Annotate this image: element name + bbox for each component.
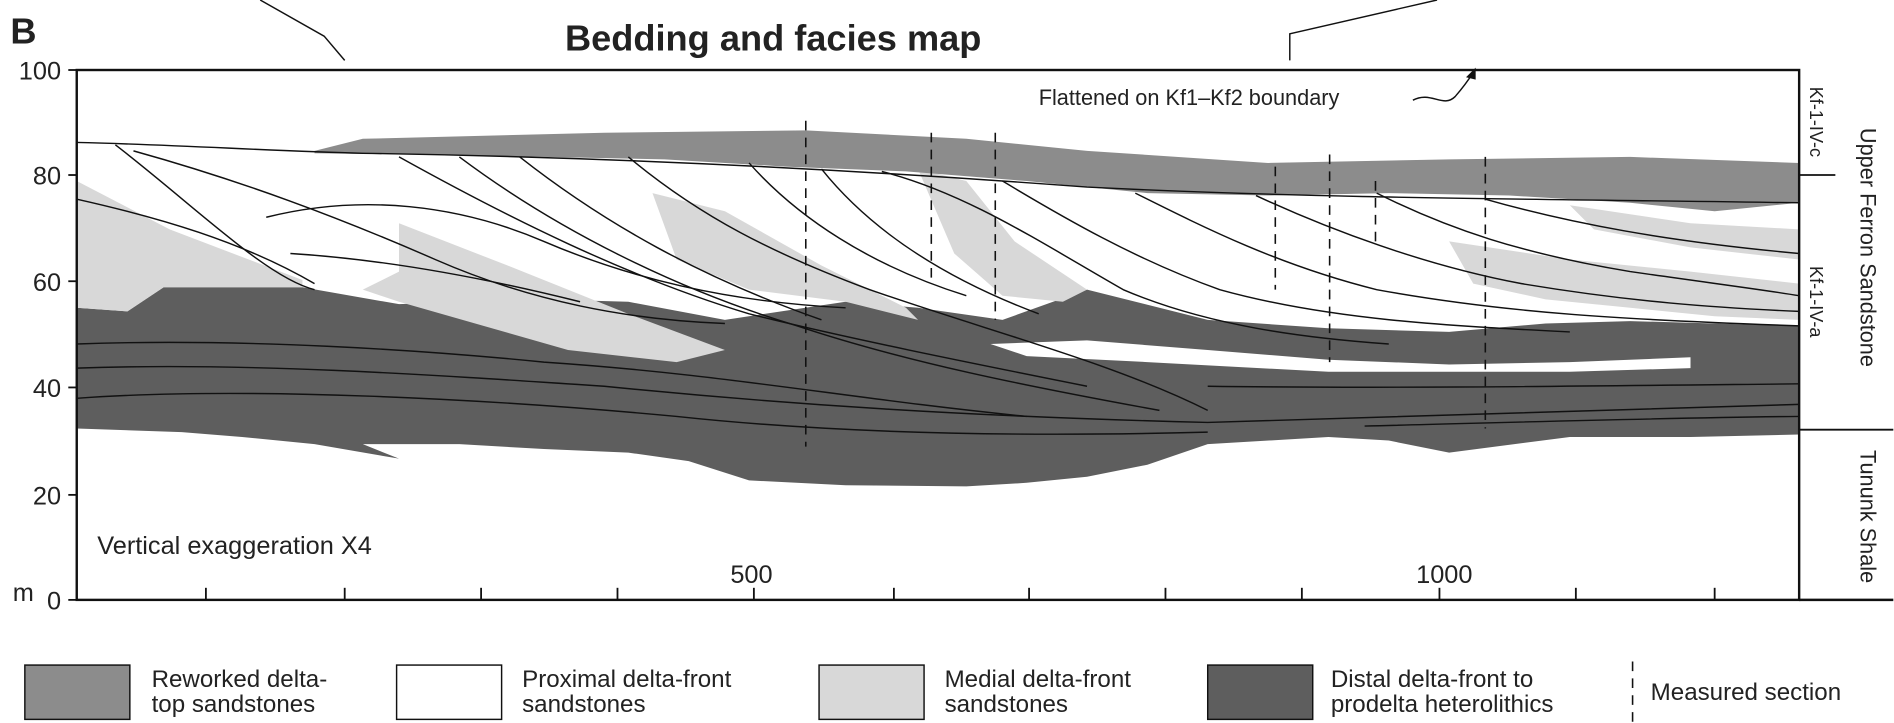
- cross-section: [77, 121, 1799, 487]
- y-tick-label: 80: [33, 163, 61, 191]
- annotation: Flattened on Kf1–Kf2 boundary: [1039, 85, 1340, 110]
- medial-facies: [918, 169, 1087, 302]
- legend-line: Reworked delta-: [152, 666, 328, 693]
- y-tick-label: 60: [33, 269, 61, 297]
- x-tick-label: 500: [730, 561, 772, 589]
- figure: B Bedding and facies map: [0, 0, 1894, 723]
- legend-swatch: [1208, 665, 1313, 719]
- y-unit: m: [13, 579, 34, 607]
- leader-line: [260, 0, 344, 60]
- legend-line: Proximal delta-front: [522, 666, 731, 693]
- legend: Reworked delta-top sandstones Proximal de…: [25, 661, 1841, 723]
- legend-line: sandstones: [522, 691, 645, 718]
- medial-facies: [1570, 205, 1799, 259]
- x-axis-ticks: [206, 588, 1715, 600]
- panel-label: B: [10, 10, 36, 51]
- y-tick-label: 20: [33, 483, 61, 511]
- unit-label: Kf-1-IV-c: [1806, 87, 1826, 157]
- legend-swatch: [397, 665, 502, 719]
- legend-line: Medial delta-front: [945, 666, 1132, 693]
- legend-swatch: [25, 665, 130, 719]
- medial-facies: [652, 193, 918, 320]
- y-tick-label: 0: [47, 588, 61, 616]
- legend-line: sandstones: [945, 691, 1068, 718]
- x-tick-label: 1000: [1416, 561, 1472, 589]
- legend-line: Measured section: [1651, 679, 1841, 706]
- y-tick-label: 40: [33, 375, 61, 403]
- legend-line: prodelta heterolithics: [1331, 691, 1554, 718]
- legend-label: Measured section: [1651, 679, 1841, 706]
- legend-line: top sandstones: [152, 691, 316, 718]
- y-tick-label: 100: [19, 58, 61, 86]
- legend-line: Distal delta-front to: [1331, 666, 1533, 693]
- unit-label: Tununk Shale: [1856, 450, 1881, 583]
- legend-label: Reworked delta-top sandstones: [152, 666, 328, 718]
- exaggeration-note: Vertical exaggeration X4: [97, 532, 372, 560]
- unit-label: Kf-1-IV-a: [1806, 266, 1826, 338]
- leader-line: [1290, 0, 1437, 60]
- legend-swatch: [819, 665, 924, 719]
- annotation-arrow: [1413, 72, 1473, 100]
- title: Bedding and facies map: [565, 18, 981, 59]
- unit-label: Upper Ferron Sandstone: [1856, 128, 1881, 367]
